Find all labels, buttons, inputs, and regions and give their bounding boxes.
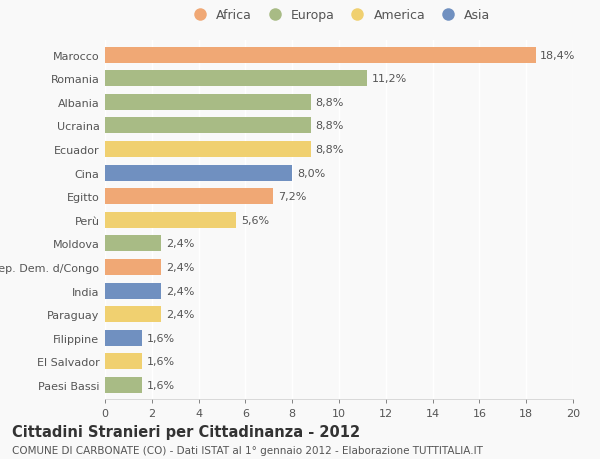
Bar: [105, 118, 311, 134]
Legend: Africa, Europa, America, Asia: Africa, Europa, America, Asia: [185, 6, 493, 24]
Text: 8,8%: 8,8%: [316, 121, 344, 131]
Text: 8,0%: 8,0%: [297, 168, 325, 178]
Bar: [105, 47, 536, 63]
Bar: [105, 283, 161, 299]
Bar: [105, 353, 142, 369]
Text: 5,6%: 5,6%: [241, 215, 269, 225]
Bar: [105, 377, 142, 393]
Text: 7,2%: 7,2%: [278, 192, 307, 202]
Bar: [105, 259, 161, 275]
Bar: [105, 95, 311, 111]
Text: 2,4%: 2,4%: [166, 309, 194, 319]
Text: 1,6%: 1,6%: [147, 380, 175, 390]
Bar: [105, 189, 274, 205]
Text: 2,4%: 2,4%: [166, 263, 194, 273]
Text: 1,6%: 1,6%: [147, 333, 175, 343]
Text: Cittadini Stranieri per Cittadinanza - 2012: Cittadini Stranieri per Cittadinanza - 2…: [12, 425, 360, 440]
Text: 8,8%: 8,8%: [316, 145, 344, 155]
Bar: [105, 213, 236, 228]
Bar: [105, 165, 292, 181]
Bar: [105, 236, 161, 252]
Bar: [105, 71, 367, 87]
Text: 18,4%: 18,4%: [540, 50, 575, 61]
Text: COMUNE DI CARBONATE (CO) - Dati ISTAT al 1° gennaio 2012 - Elaborazione TUTTITAL: COMUNE DI CARBONATE (CO) - Dati ISTAT al…: [12, 445, 483, 455]
Text: 2,4%: 2,4%: [166, 286, 194, 296]
Bar: [105, 330, 142, 346]
Bar: [105, 307, 161, 323]
Text: 1,6%: 1,6%: [147, 357, 175, 367]
Text: 8,8%: 8,8%: [316, 98, 344, 107]
Text: 2,4%: 2,4%: [166, 239, 194, 249]
Bar: [105, 142, 311, 157]
Text: 11,2%: 11,2%: [372, 74, 407, 84]
